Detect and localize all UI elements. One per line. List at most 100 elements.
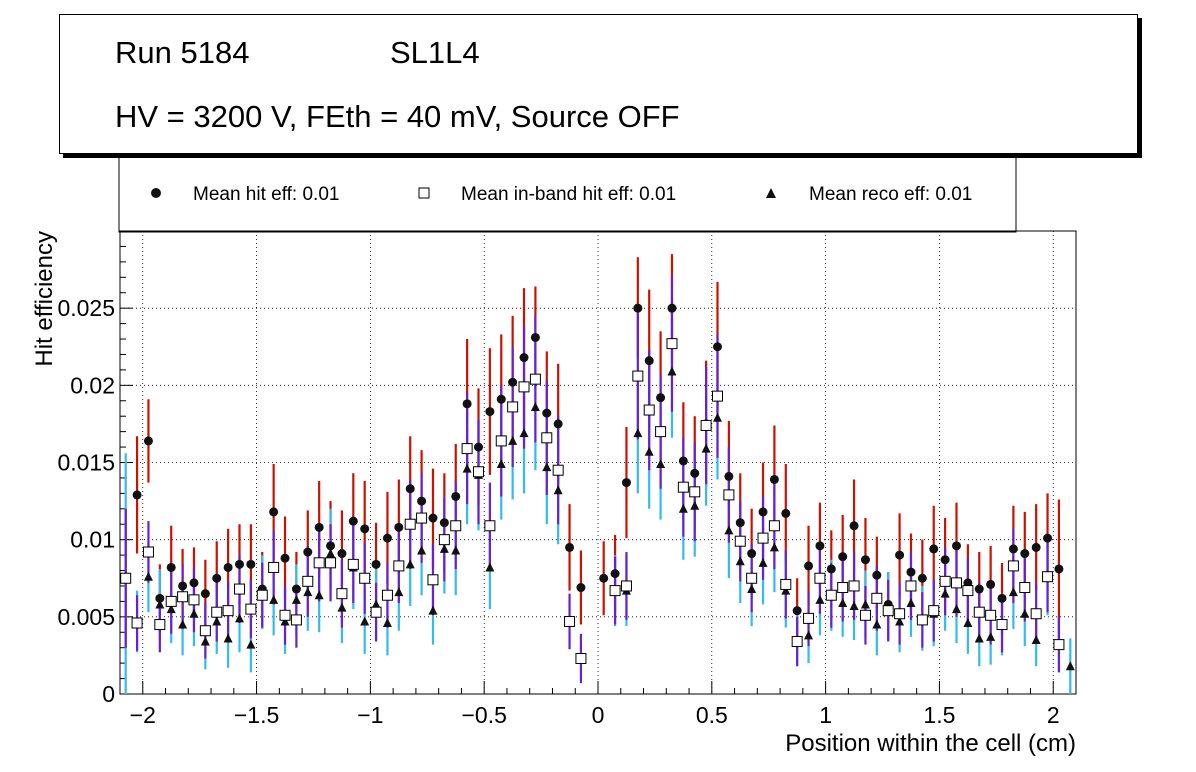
inband-eff-point (632, 370, 644, 382)
hit-eff-point (542, 408, 552, 418)
x-tick-label: 1 (819, 702, 832, 728)
hit-eff-point (758, 507, 768, 517)
hit-eff-point (940, 555, 950, 565)
inband-eff-point (1030, 608, 1042, 620)
reco-eff-point (701, 443, 711, 453)
legend-inband-marker (418, 187, 430, 199)
hit-eff-point (428, 513, 438, 523)
inband-eff-point (837, 582, 849, 594)
inband-eff-point (666, 338, 678, 350)
hit-eff-point (1054, 564, 1064, 574)
hit-eff-point (565, 542, 575, 552)
reco-eff-point (804, 630, 814, 640)
reco-eff-point (986, 631, 996, 641)
inband-eff-point (677, 481, 689, 493)
inband-eff-point (712, 390, 723, 402)
legend-reco-label: Mean reco eff: 0.01 (809, 184, 972, 205)
hit-eff-point (189, 578, 199, 588)
inband-eff-point (165, 595, 177, 607)
reco-eff-point (508, 435, 518, 445)
hit-eff-point (599, 573, 609, 583)
hit-eff-point (815, 541, 825, 551)
reco-eff-point (690, 500, 700, 510)
reco-eff-point (769, 542, 779, 552)
y-tick-label: 0.025 (57, 295, 115, 321)
inband-eff-point (962, 585, 974, 597)
hit-eff-point (656, 393, 666, 403)
hit-eff-point (621, 478, 631, 488)
hit-eff-point (485, 407, 495, 417)
reco-eff-point (451, 545, 461, 555)
inband-eff-point (461, 443, 473, 455)
hit-eff-point (143, 436, 153, 446)
inband-eff-point (859, 609, 871, 621)
hit-eff-point (496, 394, 506, 404)
inband-eff-point (1053, 639, 1065, 651)
inband-eff-point (916, 614, 928, 626)
inband-eff-point (302, 575, 314, 587)
inband-eff-point (404, 518, 416, 530)
data-points (120, 254, 1075, 694)
inband-eff-point (973, 606, 985, 618)
hit-eff-point (394, 522, 404, 532)
inband-eff-point (347, 558, 359, 570)
reco-eff-point (439, 543, 449, 553)
inband-eff-point (643, 404, 655, 416)
reco-eff-point (633, 428, 643, 438)
inband-eff-point (199, 625, 211, 637)
reco-eff-point (1008, 587, 1018, 597)
inband-eff-point (746, 572, 758, 584)
inband-eff-point (336, 588, 348, 600)
y-axis-title: Hit efficiency (31, 231, 58, 367)
inband-eff-point (177, 591, 189, 603)
hit-eff-point (451, 491, 461, 501)
hit-eff-point (269, 507, 279, 517)
hit-eff-point (223, 562, 233, 572)
hit-eff-point (781, 508, 791, 518)
run-number: Run 5184 (115, 35, 250, 70)
reco-eff-point (849, 601, 859, 611)
inband-eff-point (142, 546, 154, 558)
reco-eff-point (644, 446, 654, 456)
hit-eff-point (860, 555, 870, 565)
hit-eff-point (291, 584, 301, 594)
reco-eff-point (815, 594, 825, 604)
hit-eff-point (986, 579, 996, 589)
hit-eff-point (872, 570, 882, 580)
inband-eff-point (939, 575, 951, 587)
hit-eff-point (166, 562, 176, 572)
reco-eff-point (963, 618, 973, 628)
hit-eff-point (371, 559, 381, 569)
reco-eff-point (143, 571, 153, 581)
inband-eff-point (381, 589, 393, 601)
hit-eff-point (178, 581, 188, 591)
reco-eff-point (747, 584, 757, 594)
reco-eff-point (428, 605, 438, 615)
inband-eff-point (803, 612, 815, 624)
inband-eff-point (495, 435, 507, 447)
hit-eff-point (849, 521, 859, 531)
reco-eff-point (212, 616, 222, 626)
reco-eff-point (656, 459, 666, 469)
run-info-box: Run 5184 SL1L4 HV = 3200 V, FEth = 40 mV… (59, 14, 1138, 154)
legend-hit-label: Mean hit eff: 0.01 (193, 184, 339, 205)
reco-eff-point (496, 459, 506, 469)
hit-eff-point (792, 606, 802, 616)
y-tick-label: 0.005 (57, 604, 115, 630)
hit-eff-point (508, 377, 518, 387)
reco-eff-point (246, 639, 256, 649)
inband-eff-point (325, 557, 337, 569)
inband-eff-point (791, 636, 803, 648)
hit-eff-point (610, 569, 620, 579)
inband-eff-point (518, 381, 530, 393)
hit-eff-point (212, 573, 222, 583)
inband-eff-point (905, 580, 917, 592)
reco-eff-point (360, 616, 370, 626)
reco-eff-point (417, 545, 427, 555)
layer-name: SL1L4 (390, 35, 480, 70)
inband-eff-point (507, 401, 519, 413)
hit-eff-point (132, 490, 142, 500)
inband-eff-point (290, 614, 302, 626)
hit-eff-point (235, 559, 244, 569)
